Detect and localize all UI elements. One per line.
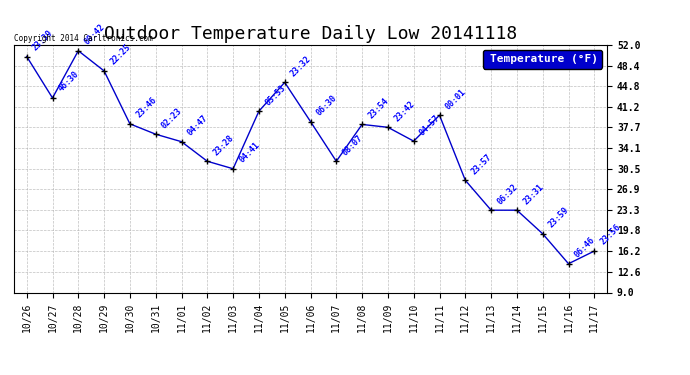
Title: Outdoor Temperature Daily Low 20141118: Outdoor Temperature Daily Low 20141118 xyxy=(104,26,517,44)
Text: 06:46: 06:46 xyxy=(573,236,597,260)
Text: 08:07: 08:07 xyxy=(340,133,364,157)
Text: 22:25: 22:25 xyxy=(108,43,132,67)
Text: 23:42: 23:42 xyxy=(392,99,416,123)
Text: 46:30: 46:30 xyxy=(57,70,81,94)
Text: 00:01: 00:01 xyxy=(444,87,468,111)
Text: 04:47: 04:47 xyxy=(186,114,210,138)
Text: 06:30: 06:30 xyxy=(315,93,339,117)
Legend: Temperature (°F): Temperature (°F) xyxy=(482,50,602,69)
Text: 04:57: 04:57 xyxy=(418,113,442,137)
Text: 23:39: 23:39 xyxy=(31,28,55,53)
Text: 23:32: 23:32 xyxy=(289,54,313,78)
Text: 23:28: 23:28 xyxy=(211,133,235,157)
Text: 23:31: 23:31 xyxy=(521,182,545,206)
Text: 05:53: 05:53 xyxy=(263,83,287,107)
Text: 23:56: 23:56 xyxy=(598,223,622,247)
Text: 06:32: 06:32 xyxy=(495,182,520,206)
Text: 04:41: 04:41 xyxy=(237,141,262,165)
Text: 00:42: 00:42 xyxy=(83,22,106,46)
Text: 23:57: 23:57 xyxy=(469,152,493,176)
Text: 23:46: 23:46 xyxy=(134,96,158,120)
Text: Copyright 2014 Carltronics.com: Copyright 2014 Carltronics.com xyxy=(14,33,152,42)
Text: 23:59: 23:59 xyxy=(547,206,571,230)
Text: 02:23: 02:23 xyxy=(160,106,184,130)
Text: 23:54: 23:54 xyxy=(366,96,391,120)
